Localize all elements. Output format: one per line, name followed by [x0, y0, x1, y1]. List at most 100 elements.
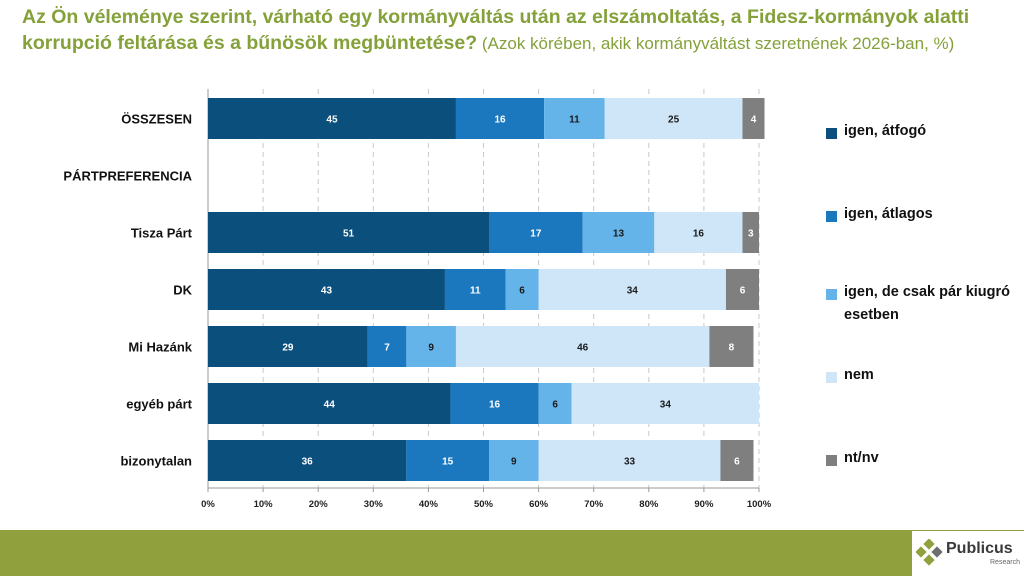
legend-item: nem	[826, 367, 1016, 387]
bar-segment	[489, 440, 539, 481]
data-label: 9	[428, 343, 434, 354]
data-label: 11	[470, 286, 481, 297]
data-label: 34	[627, 286, 639, 297]
bar-segment	[406, 326, 456, 367]
x-tick-label: 90%	[694, 499, 714, 510]
x-tick-label: 20%	[309, 499, 329, 510]
x-tick-label: 50%	[474, 499, 494, 510]
bar-segment	[489, 212, 583, 253]
bar-segment	[654, 212, 743, 253]
data-label: 45	[326, 115, 338, 126]
legend-swatch	[826, 128, 837, 139]
footer-band	[0, 530, 1024, 576]
legend-swatch	[826, 455, 837, 466]
data-label: 6	[552, 400, 558, 411]
data-label: 44	[324, 400, 336, 411]
data-label: 36	[302, 457, 314, 468]
data-label: 34	[660, 400, 672, 411]
legend-label: igen, de csak pár kiugró esetben	[844, 284, 1010, 323]
legend-item: igen, átfogó	[826, 123, 1016, 143]
logo-name: Publicus	[946, 540, 1013, 557]
bar-segment	[538, 383, 572, 424]
category-label: Mi Hazánk	[128, 340, 192, 355]
bar-segment	[720, 440, 754, 481]
data-label: 6	[740, 286, 746, 297]
data-label: 16	[489, 400, 501, 411]
bar-segment	[538, 440, 721, 481]
chart-title: Az Ön véleménye szerint, várható egy kor…	[22, 4, 982, 57]
x-tick-label: 0%	[201, 499, 215, 510]
bar-segment	[367, 326, 407, 367]
legend-swatch	[826, 211, 837, 222]
x-tick-label: 10%	[254, 499, 274, 510]
data-label: 43	[321, 286, 333, 297]
bar-segment	[208, 383, 451, 424]
chart-title-main: Az Ön véleménye szerint, várható egy kor…	[22, 6, 970, 54]
bar-segment	[742, 98, 765, 139]
legend-item: igen, de csak pár kiugró esetben	[826, 284, 1016, 327]
legend-label: nem	[844, 367, 874, 383]
legend-label: igen, átfogó	[844, 123, 927, 139]
x-tick-label: 70%	[584, 499, 604, 510]
bar-segment	[538, 269, 726, 310]
data-label: 6	[734, 457, 740, 468]
chart-title-subtitle: (Azok körében, akik kormányváltást szere…	[477, 34, 955, 53]
bar-segment	[455, 98, 545, 139]
data-label: 13	[613, 229, 625, 240]
publicus-logo: Publicus Research	[912, 531, 1024, 576]
data-label: 3	[748, 229, 754, 240]
x-tick-label: 40%	[419, 499, 439, 510]
x-tick-label: 60%	[529, 499, 549, 510]
bar-segment	[208, 326, 368, 367]
legend-item: nt/nv	[826, 450, 1016, 470]
data-label: 4	[751, 115, 757, 126]
stacked-bar-chart: 0% 10% 20% 30% 40% 50% 60% 70% 80% 90% 100% ÖSSZESE…	[63, 89, 772, 510]
bar-segment	[571, 383, 759, 424]
x-tick-label: 80%	[639, 499, 659, 510]
bar-segment	[208, 440, 407, 481]
publicus-logo-icon	[916, 539, 943, 566]
data-label: 9	[511, 457, 517, 468]
category-label: ÖSSZESEN	[121, 112, 192, 127]
data-label: 25	[668, 115, 680, 126]
data-label: 46	[577, 343, 589, 354]
bar-segment	[450, 383, 539, 424]
bar-segment	[208, 212, 490, 253]
bar-segment	[725, 269, 759, 310]
bar-segment	[208, 98, 456, 139]
category-label: DK	[173, 283, 192, 298]
category-label: bizonytalan	[120, 454, 192, 469]
category-label: PÁRTPREFERENCIA	[63, 169, 192, 184]
data-label: 15	[442, 457, 454, 468]
data-label: 17	[530, 229, 542, 240]
legend-swatch	[826, 289, 837, 300]
bar-segment	[604, 98, 743, 139]
x-tick-label: 30%	[364, 499, 384, 510]
bar-segment	[582, 212, 655, 253]
bar-segment	[444, 269, 506, 310]
category-label: Tisza Párt	[131, 226, 193, 241]
data-label: 16	[693, 229, 705, 240]
data-label: 33	[624, 457, 636, 468]
data-label: 29	[282, 343, 294, 354]
legend-label: nt/nv	[844, 450, 879, 466]
x-tick-label: 100%	[747, 499, 772, 510]
category-label: egyéb párt	[126, 397, 192, 412]
data-label: 11	[569, 115, 580, 126]
legend-item: igen, átlagos	[826, 206, 1016, 226]
data-label: 7	[384, 343, 390, 354]
data-label: 51	[343, 229, 355, 240]
legend-label: igen, átlagos	[844, 206, 933, 222]
bar-segment	[455, 326, 710, 367]
legend-swatch	[826, 372, 837, 383]
bar-segment	[406, 440, 490, 481]
data-label: 6	[519, 286, 525, 297]
bar-segment	[742, 212, 759, 253]
logo-subtitle: Research	[990, 559, 1020, 566]
bar-segment	[208, 269, 445, 310]
data-label: 16	[494, 115, 506, 126]
bar-segment	[709, 326, 754, 367]
data-label: 8	[729, 343, 735, 354]
bar-segment	[505, 269, 539, 310]
bar-segment	[544, 98, 605, 139]
